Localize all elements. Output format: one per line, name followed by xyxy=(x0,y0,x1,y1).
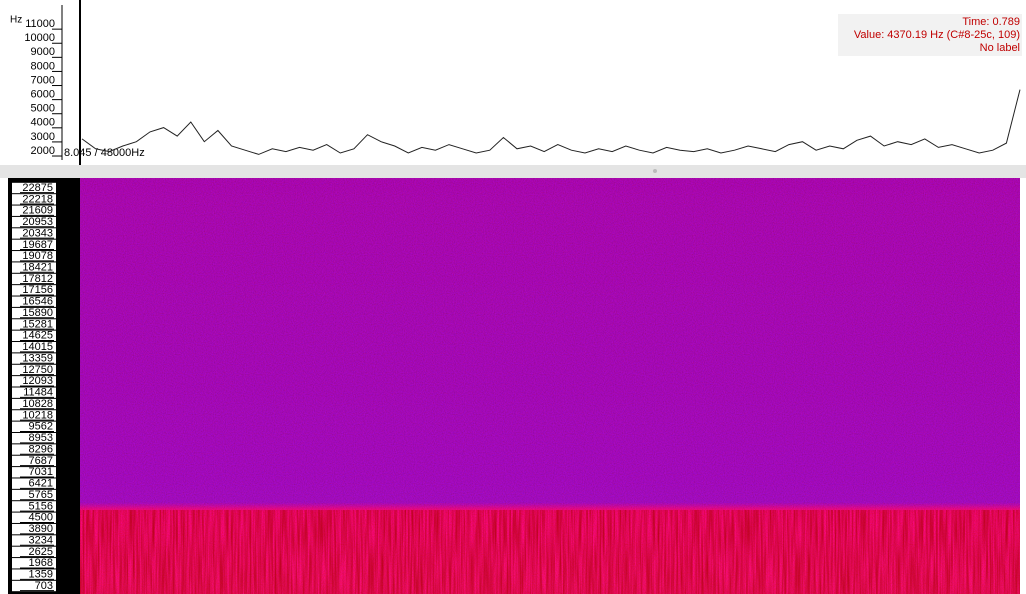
scale-label: 15281 xyxy=(22,318,53,330)
scale-label: 13359 xyxy=(22,352,53,364)
scale-label: 6421 xyxy=(29,478,53,490)
scale-label: 8296 xyxy=(29,443,53,455)
y-tick-label: 9000 xyxy=(31,46,55,58)
scale-label: 20953 xyxy=(22,216,53,228)
unit-label: Hz xyxy=(10,15,22,26)
scale-label: 11484 xyxy=(23,387,53,399)
scale-label: 10218 xyxy=(22,409,53,421)
scale-label: 18421 xyxy=(22,262,53,274)
scale-label: 1359 xyxy=(29,569,53,581)
scale-label: 20343 xyxy=(22,227,53,239)
y-tick-label: 2000 xyxy=(31,145,55,157)
y-tick-label: 5000 xyxy=(31,103,55,115)
scale-label: 12750 xyxy=(22,364,53,376)
right-margin xyxy=(1020,178,1026,594)
scale-label: 14015 xyxy=(22,341,53,353)
scale-label: 8953 xyxy=(29,432,53,444)
scale-label: 21609 xyxy=(22,205,53,217)
scale-label: 7031 xyxy=(29,466,53,478)
scale-label: 19687 xyxy=(22,239,53,251)
scale-label: 1968 xyxy=(29,557,53,569)
scale-label: 703 xyxy=(35,580,53,592)
y-tick-label: 8000 xyxy=(31,60,55,72)
scale-label: 2625 xyxy=(29,546,53,558)
scale-label: 5156 xyxy=(29,500,53,512)
scale-label: 4500 xyxy=(29,512,53,524)
spectrogram-pane: 2287522218216092095320343196871907818421… xyxy=(8,178,1026,594)
scale-label: 17156 xyxy=(22,284,53,296)
y-tick-label: 10000 xyxy=(24,32,55,44)
info-time: Time: 0.789 xyxy=(962,16,1020,28)
info-label: No label xyxy=(980,42,1020,54)
pane-divider[interactable] xyxy=(0,165,1026,178)
scale-label: 22218 xyxy=(22,193,53,205)
scale-label: 17812 xyxy=(22,273,53,285)
sonic-visualiser-view: Hz Time: 0.789 Value: 4370.19 Hz (C#8-25… xyxy=(0,0,1026,594)
top-pane: Hz Time: 0.789 Value: 4370.19 Hz (C#8-25… xyxy=(0,0,1026,165)
scale-label: 5765 xyxy=(29,489,53,501)
rate-label: 8.045 / 48000Hz xyxy=(64,147,145,159)
scale-label: 3890 xyxy=(29,523,53,535)
y-tick-label: 7000 xyxy=(31,74,55,86)
y-tick-label: 11000 xyxy=(25,18,55,30)
scale-label: 12093 xyxy=(22,375,53,387)
scale-label: 9562 xyxy=(29,421,53,433)
scale-label: 10828 xyxy=(22,398,53,410)
scale-label: 15890 xyxy=(22,307,53,319)
spectrogram-streaks xyxy=(80,510,1020,594)
scale-label: 22875 xyxy=(22,182,53,194)
scale-label: 14625 xyxy=(22,330,53,342)
y-tick-label: 3000 xyxy=(31,131,55,143)
scale-label: 16546 xyxy=(22,296,53,308)
divider-handle[interactable] xyxy=(653,169,657,173)
scale-label: 3234 xyxy=(29,534,53,546)
info-value: Value: 4370.19 Hz (C#8-25c, 109) xyxy=(854,29,1020,41)
y-tick-label: 6000 xyxy=(31,89,55,101)
y-tick-label: 4000 xyxy=(31,117,55,129)
scale-label: 19078 xyxy=(22,250,53,262)
scale-label: 7687 xyxy=(29,455,53,467)
